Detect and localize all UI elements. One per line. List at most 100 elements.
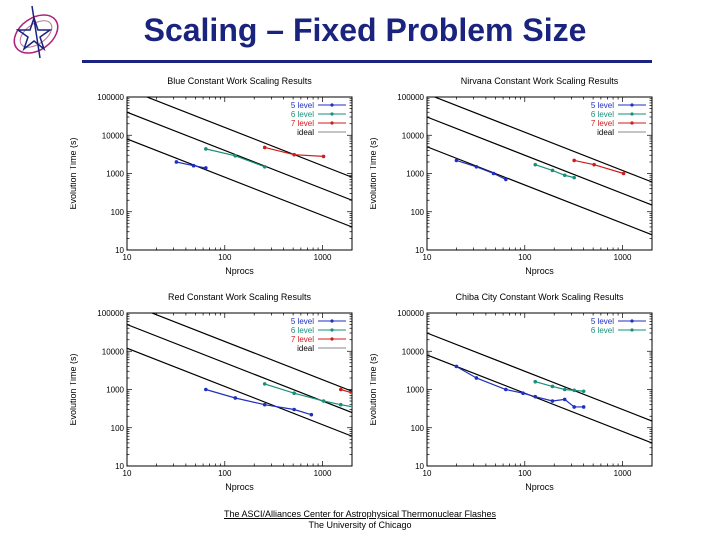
data-point (292, 391, 296, 396)
ideal-line (427, 116, 652, 206)
ideal-line (127, 347, 352, 437)
plot-chiba: Chiba City Constant Work Scaling Results… (370, 288, 670, 508)
legend-label: ideal (597, 128, 614, 137)
x-tick-label: 100 (218, 469, 232, 478)
data-point (572, 158, 576, 163)
x-tick-label: 10 (423, 253, 432, 262)
plot-frame (426, 96, 653, 251)
data-point (351, 391, 352, 395)
data-point (204, 387, 208, 392)
y-tick-label: 1000 (406, 386, 424, 395)
data-point (572, 388, 576, 393)
x-tick-label: 10 (423, 469, 432, 478)
x-axis-label: Nprocs (525, 266, 554, 276)
plot-svg-chiba: Chiba City Constant Work Scaling Results… (370, 292, 653, 492)
data-point (338, 387, 343, 392)
x-tick-label: 1000 (614, 469, 632, 478)
plot-svg-red: Red Constant Work Scaling Results 10 100 10… (70, 292, 353, 492)
plot-area (127, 313, 352, 437)
data-point (550, 384, 555, 389)
legend-marker (330, 103, 334, 107)
data-point (504, 177, 508, 182)
footer-center-name: The ASCI/Alliances Center for Astrophysi… (224, 509, 496, 519)
data-point (491, 171, 496, 176)
legend-label: 7 level (291, 335, 314, 344)
legend-label: 7 level (591, 119, 614, 128)
data-point (454, 364, 459, 369)
legend-label: 6 level (291, 110, 314, 119)
data-point (233, 154, 238, 158)
data-point (581, 405, 586, 409)
ideal-line (433, 97, 652, 183)
y-tick-label: 100000 (397, 309, 424, 318)
data-point (533, 162, 538, 167)
x-tick-label: 10 (123, 469, 132, 478)
chart-title: Blue Constant Work Scaling Results (167, 76, 312, 86)
ideal-line (427, 146, 652, 236)
data-point (204, 147, 208, 151)
x-tick-label: 1000 (314, 469, 332, 478)
plot-svg-blue: Blue Constant Work Scaling Results 10 100 1… (70, 76, 353, 276)
legend-marker (330, 112, 334, 116)
data-point (504, 387, 508, 392)
data-point (204, 166, 208, 170)
y-tick-label: 100000 (397, 93, 424, 102)
y-tick-label: 10 (415, 462, 424, 471)
data-point (474, 164, 479, 169)
legend-label: ideal (297, 344, 314, 353)
footer-university: The University of Chicago (308, 520, 412, 530)
data-point (533, 394, 538, 399)
plot-blue: Blue Constant Work Scaling Results 10 100 1… (70, 72, 370, 292)
legend-marker (630, 319, 634, 323)
plot-frame (126, 312, 353, 467)
data-point (562, 387, 567, 392)
x-tick-label: 100 (518, 253, 532, 262)
legend-marker (330, 121, 334, 125)
legend-marker (330, 319, 334, 323)
ideal-line (127, 323, 352, 414)
y-axis-label: Evolution Time (s) (70, 137, 78, 209)
data-point (191, 163, 196, 168)
legend-marker (330, 328, 334, 332)
series-line (205, 148, 265, 168)
data-point (562, 173, 567, 178)
title-underline (82, 60, 652, 63)
data-point (292, 407, 296, 412)
chart-title: Nirvana Constant Work Scaling Results (461, 76, 619, 86)
data-point (233, 396, 238, 400)
y-tick-label: 10000 (102, 131, 125, 140)
series-line (340, 388, 352, 394)
plot-area (427, 332, 652, 444)
data-point (592, 162, 596, 167)
chart-title: Chiba City Constant Work Scaling Results (456, 292, 624, 302)
data-point (174, 160, 179, 164)
data-point (262, 145, 267, 150)
data-point (351, 405, 352, 409)
legend-marker (630, 103, 634, 107)
y-tick-label: 100000 (97, 93, 124, 102)
plot-nirvana: Nirvana Constant Work Scaling Results 10 1… (370, 72, 670, 292)
y-tick-label: 10000 (402, 347, 425, 356)
ideal-line (427, 332, 652, 422)
series-line (176, 161, 206, 169)
series-line (535, 164, 575, 179)
data-point (309, 412, 314, 417)
legend-label: 7 level (291, 119, 314, 128)
plot-frame (426, 312, 653, 467)
data-point (454, 158, 459, 163)
flash-center-logo (13, 5, 59, 59)
ideal-line (150, 313, 352, 392)
y-tick-label: 10000 (102, 347, 125, 356)
data-point (550, 168, 555, 173)
y-tick-label: 100 (411, 208, 425, 217)
data-point (321, 399, 326, 403)
ideal-line (145, 97, 352, 178)
ideal-line (127, 111, 352, 201)
plot-svg-nirvana: Nirvana Constant Work Scaling Results 10 1… (370, 76, 653, 276)
plot-area (127, 97, 352, 228)
data-point (562, 397, 567, 402)
x-tick-label: 100 (518, 469, 532, 478)
x-axis-label: Nprocs (225, 266, 254, 276)
plot-red: Red Constant Work Scaling Results 10 100 10… (70, 288, 370, 508)
data-point (338, 402, 343, 407)
